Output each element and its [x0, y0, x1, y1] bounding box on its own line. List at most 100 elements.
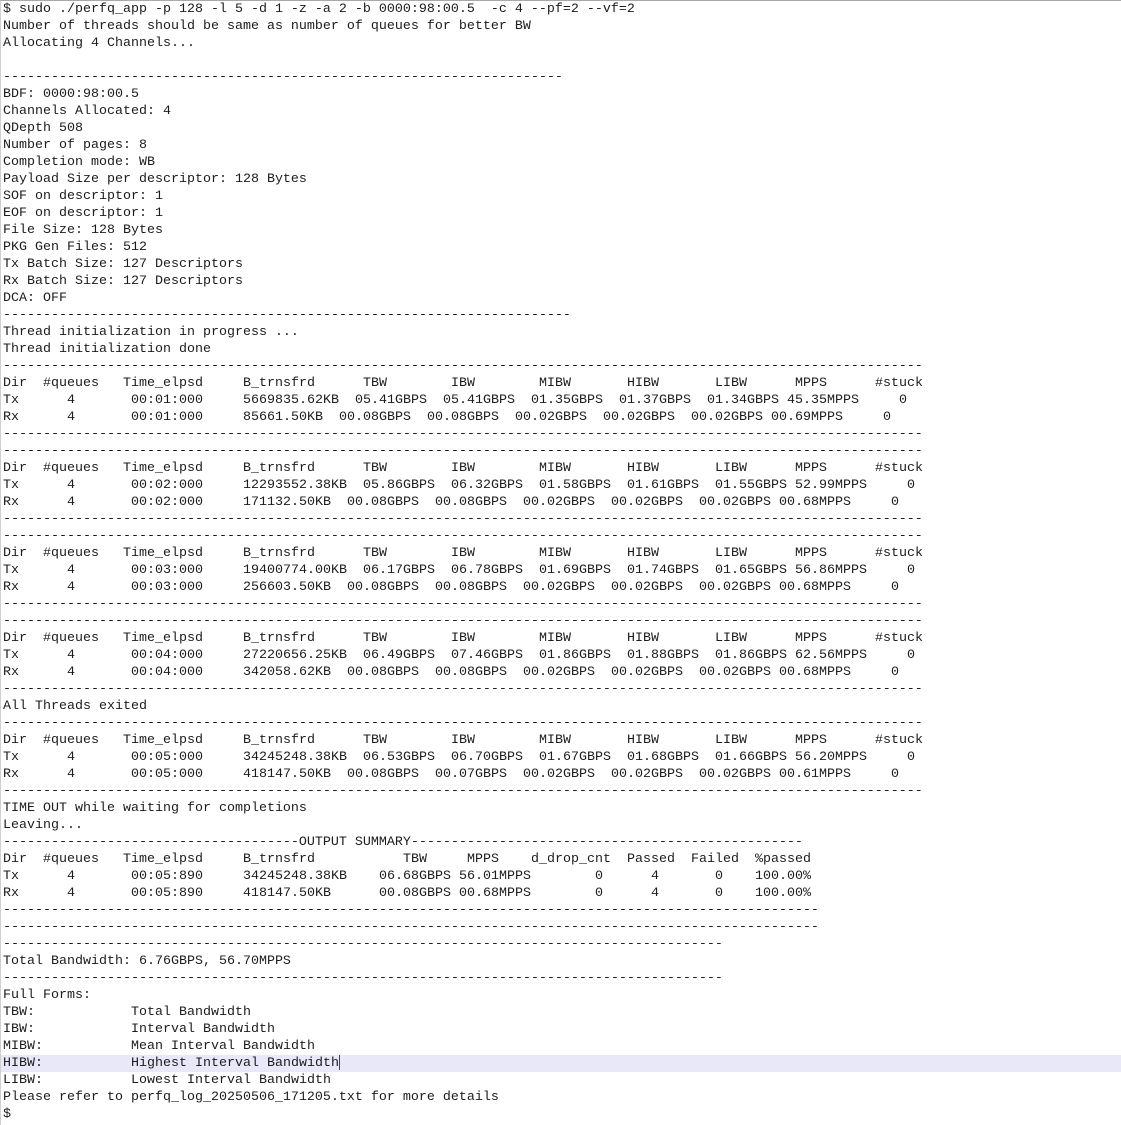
column-header: MIBW: [539, 733, 571, 748]
config-line: Number of pages: 8: [3, 138, 147, 153]
stats-cell: 4: [67, 648, 75, 663]
separator: ----------------------------------------…: [3, 920, 819, 935]
summary-row: Tx 4 00:05:890 34245248.38KB 06.68GBPS 56.01M…: [1, 868, 1121, 885]
column-header: #queues: [43, 733, 99, 748]
column-header: LIBW: [715, 631, 747, 646]
column-header: Dir: [3, 852, 27, 867]
summary-cell: 4: [67, 886, 75, 901]
column-header: MIBW: [539, 546, 571, 561]
column-header: IBW: [451, 546, 475, 561]
column-header: Dir: [3, 376, 27, 391]
stats-cell: 56.86MPPS: [795, 563, 867, 578]
stats-cell: 00:01:000: [131, 393, 203, 408]
column-header: MPPS: [795, 376, 827, 391]
stats-header-row: Dir #queues Time_elpsd B_trnsfrd TBW IBW MIBW H…: [1, 732, 1121, 749]
stats-cell: 418147.50KB: [243, 767, 331, 782]
text-cursor: [339, 1055, 340, 1070]
stats-cell: 01.37GBPS: [619, 393, 691, 408]
separator: ----------------------------------------…: [3, 614, 923, 629]
column-header: LIBW: [715, 376, 747, 391]
column-header: #queues: [43, 376, 99, 391]
stats-cell: 0: [891, 665, 899, 680]
stats-header-row: Dir #queues Time_elpsd B_trnsfrd TBW IBW MIBW H…: [1, 545, 1121, 562]
summary-cell: 00.08GBPS: [379, 886, 451, 901]
separator: ----------------------------------------…: [3, 444, 923, 459]
column-header: TBW: [363, 376, 387, 391]
summary-cell: 4: [651, 886, 659, 901]
full-form-abbr: IBW:: [3, 1022, 35, 1037]
stats-cell: 00.02GBPS: [523, 665, 595, 680]
summary-header-row: Dir #queues Time_elpsd B_trnsfrd TBW MPPS d_dr…: [1, 851, 1121, 868]
stats-cell: 00.07GBPS: [435, 767, 507, 782]
summary-cell: 00:05:890: [131, 886, 203, 901]
column-header: #queues: [43, 546, 99, 561]
column-header: Dir: [3, 461, 27, 476]
full-form-abbr: TBW:: [3, 1005, 35, 1020]
log-file-message: Please refer to perfq_log_20250506_17120…: [3, 1090, 499, 1105]
full-form-text: Mean Interval Bandwidth: [131, 1039, 315, 1054]
status-message: Allocating 4 Channels...: [3, 36, 195, 51]
stats-cell: 00.69MPPS: [771, 410, 843, 425]
stats-cell: 62.56MPPS: [795, 648, 867, 663]
stats-row-tx: Tx 4 00:03:000 19400774.00KB 06.17GBPS 06.78G…: [1, 562, 1121, 579]
stats-cell: 01.35GBPS: [531, 393, 603, 408]
stats-cell: 00.02GBPS: [515, 410, 587, 425]
cursor-position: [339, 1055, 340, 1073]
stats-row-rx: Rx 4 00:02:000 171132.50KB 00.08GBPS 00.08GBP…: [1, 494, 1121, 511]
column-header: IBW: [451, 461, 475, 476]
stats-row-rx: Rx 4 00:04:000 342058.62KB 00.08GBPS 00.08GBP…: [1, 664, 1121, 681]
stats-cell: 00.02GBPS: [611, 665, 683, 680]
stats-row-tx: Tx 4 00:05:000 34245248.38KB 06.53GBPS 06.70G…: [1, 749, 1121, 766]
stats-cell: 06.49GBPS: [363, 648, 435, 663]
summary-cell: 4: [67, 869, 75, 884]
separator: ----------------------------------------…: [3, 70, 563, 85]
stats-cell: Tx: [3, 563, 19, 578]
stats-cell: 01.61GBPS: [627, 478, 699, 493]
stats-cell: 00.02GBPS: [611, 767, 683, 782]
separator: ----------------------------------------…: [3, 937, 723, 952]
stats-cell: Rx: [3, 767, 19, 782]
stats-cell: 00:03:000: [131, 580, 203, 595]
stats-cell: Rx: [3, 410, 19, 425]
column-header: MIBW: [539, 631, 571, 646]
stats-cell: 01.88GBPS: [627, 648, 699, 663]
stats-cell: 85661.50KB: [243, 410, 323, 425]
summary-cell: 100.00%: [755, 869, 811, 884]
summary-title: -------------------------------------OUT…: [3, 835, 803, 850]
summary-cell: 4: [651, 869, 659, 884]
stats-cell: 00.68MPPS: [779, 495, 851, 510]
stats-cell: 34245248.38KB: [243, 750, 347, 765]
column-header: Time_elpsd: [123, 852, 203, 867]
stats-cell: 52.99MPPS: [795, 478, 867, 493]
column-header: TBW: [403, 852, 427, 867]
column-header: TBW: [363, 631, 387, 646]
stats-cell: 19400774.00KB: [243, 563, 347, 578]
stats-cell: 342058.62KB: [243, 665, 331, 680]
config-line: Rx Batch Size: 127 Descriptors: [3, 274, 243, 289]
stats-cell: 01.34GBPS: [707, 393, 779, 408]
stats-cell: Rx: [3, 580, 19, 595]
full-form-text: Total Bandwidth: [131, 1005, 251, 1020]
stats-cell: 171132.50KB: [243, 495, 331, 510]
stats-cell: 0: [907, 478, 915, 493]
blank-line: [1, 52, 1121, 69]
full-form-item: HIBW: Highest Interval Bandwidth: [1, 1055, 1121, 1072]
full-form-text: Highest Interval Bandwidth: [131, 1056, 339, 1071]
stats-cell: 00.08GBPS: [339, 410, 411, 425]
column-header: #stuck: [875, 631, 923, 646]
stats-cell: 00.02GBPS: [611, 580, 683, 595]
column-header: MPPS: [795, 631, 827, 646]
column-header: B_trnsfrd: [243, 461, 315, 476]
column-header: HIBW: [627, 733, 659, 748]
stats-cell: 00.02GBPS: [523, 767, 595, 782]
stats-cell: 00.68MPPS: [779, 665, 851, 680]
column-header: Failed: [691, 852, 739, 867]
stats-cell: 00:02:000: [131, 478, 203, 493]
column-header: LIBW: [715, 733, 747, 748]
stats-cell: 00.02GBPS: [699, 580, 771, 595]
column-header: #stuck: [875, 546, 923, 561]
separator: ----------------------------------------…: [3, 716, 923, 731]
stats-cell: 4: [67, 393, 75, 408]
column-header: Time_elpsd: [123, 733, 203, 748]
